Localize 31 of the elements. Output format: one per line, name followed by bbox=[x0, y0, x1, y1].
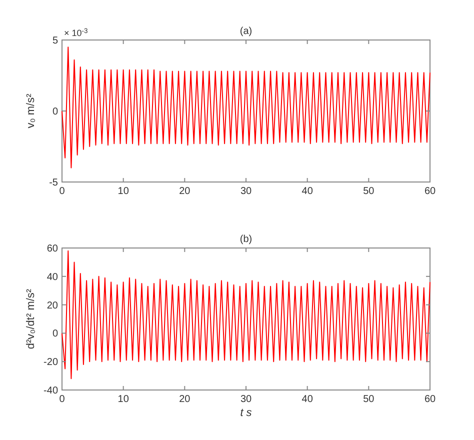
y-tick-label: -20 bbox=[44, 357, 58, 368]
y-axis-title: d²v₀/dt² m/s² bbox=[25, 288, 37, 350]
x-tick-label: 10 bbox=[118, 186, 130, 197]
chart-title: (a) bbox=[240, 26, 252, 37]
x-tick-label: 50 bbox=[363, 186, 375, 197]
x-tick-label: 50 bbox=[363, 394, 375, 405]
y-tick-label: 5 bbox=[52, 36, 58, 46]
x-tick-label: 0 bbox=[59, 186, 66, 197]
x-tick-label: 20 bbox=[179, 394, 191, 405]
y-tick-label: 0 bbox=[52, 328, 58, 340]
x-tick-label: 60 bbox=[424, 186, 436, 197]
x-axis-title: t s bbox=[240, 407, 252, 419]
text: × 10$^{-3}$ bbox=[64, 28, 88, 38]
line-series bbox=[62, 46, 430, 168]
x-tick-label: 30 bbox=[240, 186, 252, 197]
y-tick-label: -40 bbox=[44, 386, 58, 396]
y-tick-label: -5 bbox=[49, 178, 58, 188]
y-tick-label: 0 bbox=[52, 106, 58, 118]
y-tick-label: 60 bbox=[46, 244, 58, 254]
x-tick-label: 10 bbox=[118, 394, 130, 405]
x-tick-label: 40 bbox=[302, 394, 314, 405]
x-tick-label: 60 bbox=[424, 394, 436, 405]
line-series bbox=[62, 250, 430, 380]
x-tick-label: 0 bbox=[59, 394, 66, 405]
y-tick-label: 20 bbox=[46, 300, 58, 312]
x-tick-label: 30 bbox=[240, 394, 252, 405]
y-tick-label: 40 bbox=[46, 272, 58, 283]
chart-title: (b) bbox=[240, 234, 252, 245]
x-tick-label: 20 bbox=[179, 186, 191, 197]
y-axis-title: v₀ m/s² bbox=[25, 93, 37, 128]
x-tick-label: 40 bbox=[302, 186, 314, 197]
